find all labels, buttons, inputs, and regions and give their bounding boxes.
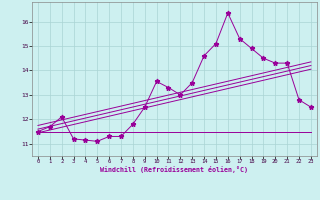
X-axis label: Windchill (Refroidissement éolien,°C): Windchill (Refroidissement éolien,°C) <box>100 166 248 173</box>
